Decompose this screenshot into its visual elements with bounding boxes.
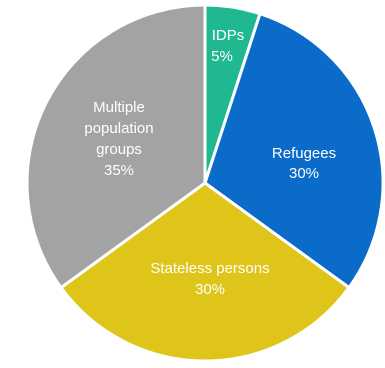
slice-label-stateless-persons: Stateless persons	[150, 260, 269, 277]
slice-value-idps: 5%	[211, 48, 233, 65]
slice-multiple-population-groups	[25, 3, 207, 290]
slice-label-idps: IDPs	[212, 27, 245, 44]
slice-stateless-persons	[58, 181, 352, 363]
slice-label-multiple-line-1: Multiple	[93, 99, 145, 116]
slice-value-multiple: 35%	[104, 162, 134, 179]
slice-label-group-multiple: Multiple population groups 35%	[84, 99, 153, 179]
slice-value-stateless-persons: 30%	[195, 281, 225, 298]
slice-label-group-idps: IDPs 5%	[211, 27, 244, 65]
slice-label-refugees: Refugees	[272, 145, 336, 162]
pie-slices	[25, 3, 385, 363]
slice-label-group-stateless: Stateless persons 30%	[150, 260, 269, 298]
slice-value-refugees: 30%	[289, 165, 319, 182]
slice-label-group-refugees: Refugees 30%	[272, 145, 336, 182]
slice-label-multiple-line-2: population	[84, 120, 153, 137]
slice-refugees	[203, 11, 385, 290]
slice-label-multiple-line-3: groups	[96, 141, 142, 158]
